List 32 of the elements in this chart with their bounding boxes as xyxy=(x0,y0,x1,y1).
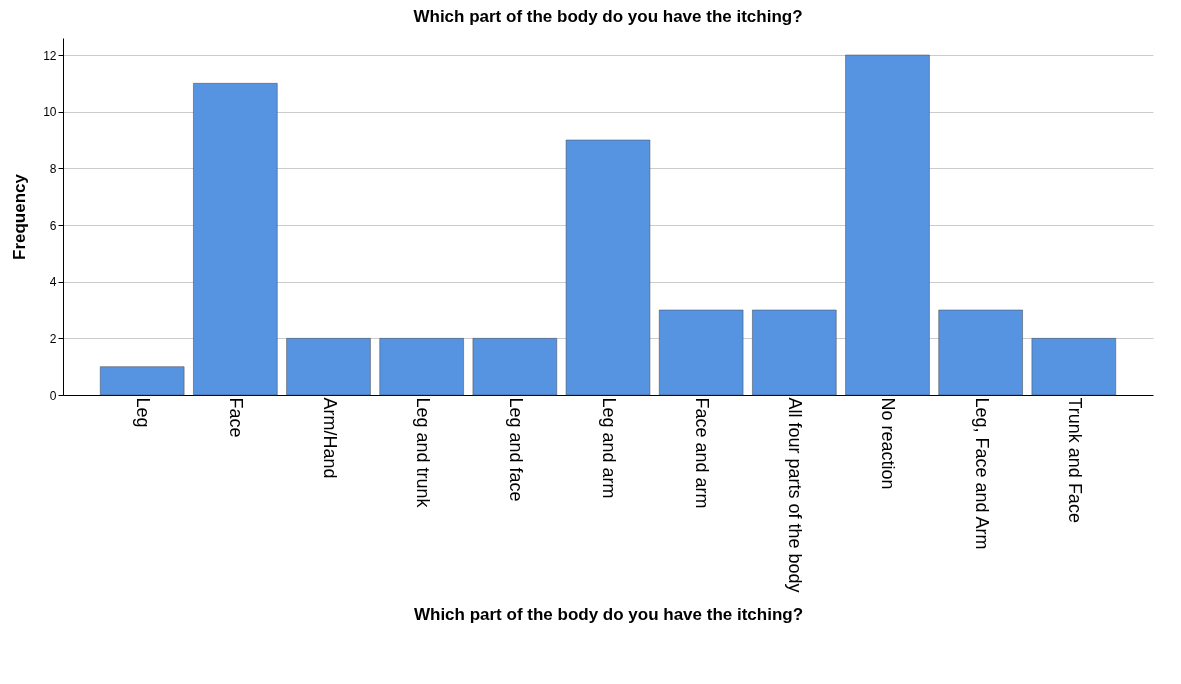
x-tick-label: All four parts of the body xyxy=(785,397,806,593)
bar xyxy=(286,338,371,396)
x-tick-label: Leg and face xyxy=(505,397,526,502)
y-tick-label: 12 xyxy=(43,48,57,63)
bar xyxy=(193,83,278,396)
x-tick-label: Face and arm xyxy=(692,397,713,509)
y-tick-label: 8 xyxy=(49,161,57,176)
x-tick-label: Trunk and Face xyxy=(1064,397,1085,523)
bar xyxy=(379,338,464,396)
y-tick-label: 10 xyxy=(43,105,57,120)
y-tick-label: 6 xyxy=(49,218,57,233)
x-tick-label: Leg xyxy=(133,397,154,428)
x-tick-label: Leg, Face and Arm xyxy=(971,397,992,550)
x-tick-label: Arm/Hand xyxy=(319,397,340,479)
bar xyxy=(938,309,1023,396)
bar xyxy=(658,309,744,396)
chart-title: Which part of the body do you have the itching? xyxy=(413,7,803,26)
x-axis-title: Which part of the body do you have the itching? xyxy=(413,604,804,624)
y-tick-label: 2 xyxy=(49,331,57,346)
x-tick-label: Face xyxy=(226,397,247,438)
bar xyxy=(1031,338,1116,396)
bar xyxy=(565,139,651,396)
bar xyxy=(752,309,837,396)
y-axis-title: Frequency xyxy=(10,173,30,260)
x-tick-label: No reaction xyxy=(878,397,899,490)
x-tick-label: Leg and arm xyxy=(599,397,619,499)
x-tick-label: Leg and trunk xyxy=(412,397,433,509)
y-tick-label: 0 xyxy=(49,388,57,403)
bar xyxy=(472,338,558,396)
bar xyxy=(845,54,930,396)
bar xyxy=(100,366,185,396)
y-tick-label: 4 xyxy=(49,275,57,290)
